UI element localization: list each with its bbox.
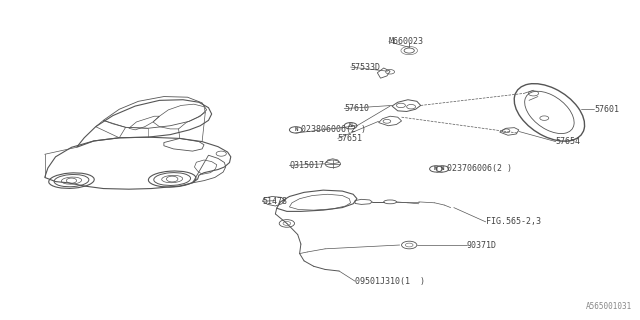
Text: 57601: 57601 [594, 105, 619, 114]
Text: 51478: 51478 [262, 197, 287, 206]
Text: 57651: 57651 [338, 134, 363, 143]
Text: N: N [349, 123, 353, 128]
Text: N: N [294, 127, 298, 132]
Text: 09501J310(1  ): 09501J310(1 ) [355, 277, 425, 286]
Text: Q315017: Q315017 [289, 161, 324, 170]
Text: FIG.565-2,3: FIG.565-2,3 [486, 217, 541, 226]
Text: 57610: 57610 [344, 104, 369, 113]
Text: M660023: M660023 [389, 37, 424, 46]
Text: 90371D: 90371D [467, 241, 497, 250]
Text: 57654: 57654 [556, 137, 580, 146]
Text: 023706006(2 ): 023706006(2 ) [447, 164, 513, 173]
Text: N: N [441, 166, 444, 172]
Text: N: N [434, 166, 438, 172]
Text: A565001031: A565001031 [586, 302, 632, 311]
Text: 023806006(2 ): 023806006(2 ) [301, 125, 366, 134]
Text: 57533D: 57533D [351, 62, 381, 72]
